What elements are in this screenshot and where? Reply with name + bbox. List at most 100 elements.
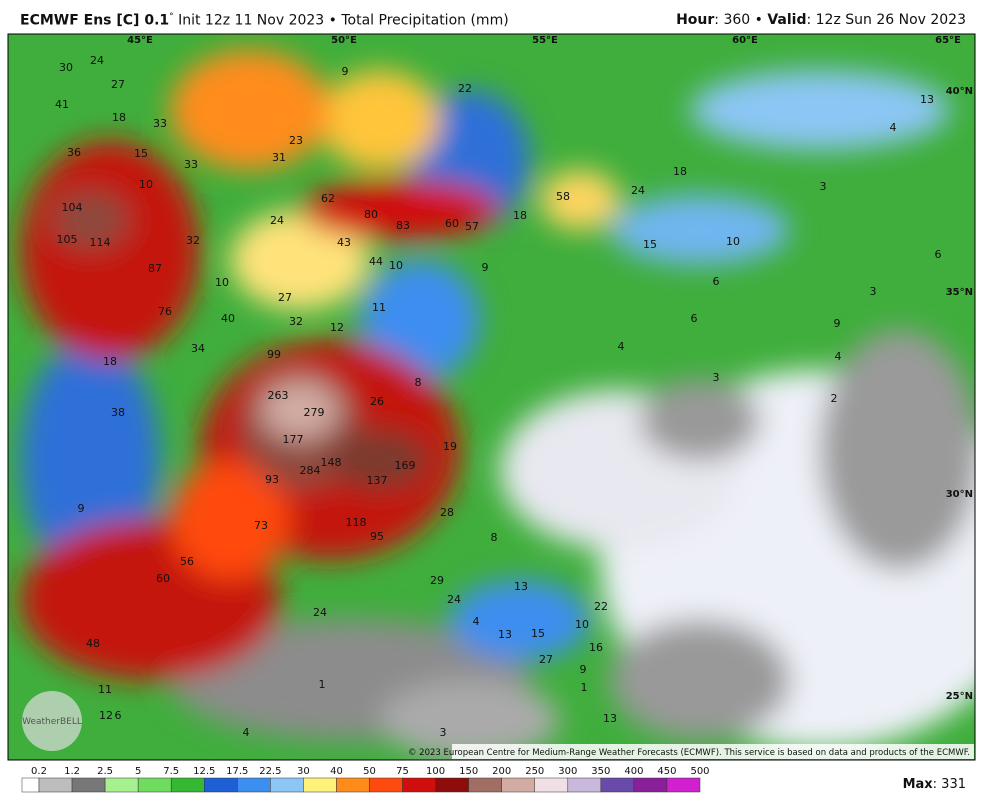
precip-label: 30 xyxy=(59,61,73,74)
precip-label: 62 xyxy=(321,192,335,205)
precip-label: 18 xyxy=(673,165,687,178)
precip-label: 13 xyxy=(920,93,934,106)
longitude-label: 60°E xyxy=(732,35,758,46)
precip-label: 99 xyxy=(267,348,281,361)
precip-label: 9 xyxy=(834,317,841,330)
precip-label: 6 xyxy=(691,312,698,325)
colorbar-tick: 250 xyxy=(525,766,544,777)
precip-label: 56 xyxy=(180,555,194,568)
latitude-label: 40°N xyxy=(946,86,973,97)
longitude-label: 65°E xyxy=(935,35,961,46)
precip-label: 284 xyxy=(300,464,321,477)
colorbar-box xyxy=(468,777,502,793)
precip-label: 10 xyxy=(139,178,153,191)
precip-label: 9 xyxy=(580,663,587,676)
max: : 331 xyxy=(933,777,966,792)
precip-label: 83 xyxy=(396,219,410,232)
colorbar-tick: 17.5 xyxy=(226,766,248,777)
colorbar-box xyxy=(402,777,436,793)
colorbar-box xyxy=(600,777,635,793)
precip-label: 87 xyxy=(148,262,162,275)
colorbar-box xyxy=(204,777,238,793)
precip-label: 18 xyxy=(513,209,527,222)
precip-label: 11 xyxy=(98,683,112,696)
valid-time: Hour: 360 • Valid: 12z Sun 26 Nov 2023 xyxy=(676,12,966,28)
watermark-logo xyxy=(22,691,82,751)
precip-label: 6 xyxy=(115,709,122,722)
precip-label: 12 xyxy=(99,709,113,722)
precip-label: 6 xyxy=(935,248,942,261)
precip-label: 73 xyxy=(254,519,268,532)
colorbar-tick: 22.5 xyxy=(259,766,281,777)
longitude-label: 45°E xyxy=(127,35,153,46)
precip-label: 10 xyxy=(215,276,229,289)
precip-label: 263 xyxy=(268,389,289,402)
colorbar-box xyxy=(170,777,205,793)
precip-label: 4 xyxy=(890,121,897,134)
longitude-label: 55°E xyxy=(532,35,558,46)
precip-label: 8 xyxy=(415,376,422,389)
precip-label: 1 xyxy=(581,681,588,694)
precip-label: 148 xyxy=(321,456,342,469)
precip-label: 60 xyxy=(445,217,459,230)
precip-label: 40 xyxy=(221,312,235,325)
colorbar-tick: 1.2 xyxy=(64,766,80,777)
precip-label: 18 xyxy=(103,355,117,368)
precip-label: 80 xyxy=(364,208,378,221)
precip-label: 8 xyxy=(491,531,498,544)
colorbar-box xyxy=(237,777,271,793)
precip-label: 15 xyxy=(134,147,148,160)
precip-label: 24 xyxy=(631,184,645,197)
precip-label: 104 xyxy=(62,201,83,214)
colorbar-box xyxy=(303,777,337,793)
colorbar-tick: 100 xyxy=(426,766,445,777)
precip-label: 177 xyxy=(283,433,304,446)
precip-label: 4 xyxy=(618,340,625,353)
precip-label: 29 xyxy=(430,574,444,587)
precip-label: 24 xyxy=(90,54,104,67)
colorbar-tick: 30 xyxy=(297,766,310,777)
precip-label: 2 xyxy=(831,392,838,405)
precip-field xyxy=(8,34,975,760)
precip-label: 26 xyxy=(370,395,384,408)
precip-label: 28 xyxy=(440,506,454,519)
colorbar-box xyxy=(137,777,172,793)
precip-label: 13 xyxy=(514,580,528,593)
colorbar-box xyxy=(270,777,304,793)
precip-label: 3 xyxy=(820,180,827,193)
precip-label: 137 xyxy=(367,474,388,487)
watermark: WeatherBELL xyxy=(22,717,82,727)
precip-label: 15 xyxy=(531,627,545,640)
precip-label: 6 xyxy=(713,275,720,288)
precip-label: 43 xyxy=(337,236,351,249)
precip-label: 41 xyxy=(55,98,69,111)
colorbar-box xyxy=(21,777,40,793)
precip-label: 27 xyxy=(278,291,292,304)
precip-label: 10 xyxy=(726,235,740,248)
max-label: Max xyxy=(903,777,934,792)
precip-label: 27 xyxy=(111,78,125,91)
precip-label: 27 xyxy=(539,653,553,666)
precip-label: 13 xyxy=(498,628,512,641)
precip-label: 48 xyxy=(86,637,100,650)
colorbar-box xyxy=(633,777,668,793)
precip-label: 16 xyxy=(589,641,603,654)
model: ECMWF Ens [C] 0.1 xyxy=(20,12,170,29)
precip-label: 23 xyxy=(289,134,303,147)
precip-label: 10 xyxy=(389,259,403,272)
precip-label: 105 xyxy=(57,233,78,246)
colorbar-tick: 7.5 xyxy=(163,766,179,777)
precip-label: 31 xyxy=(272,151,286,164)
precip-label: 15 xyxy=(643,238,657,251)
colorbar-box xyxy=(104,777,139,793)
colorbar-tick: 450 xyxy=(657,766,676,777)
precip-label: 9 xyxy=(78,502,85,515)
precip-label: 12 xyxy=(330,321,344,334)
colorbar-tick: 150 xyxy=(459,766,478,777)
colorbar-box xyxy=(435,777,469,793)
precip-label: 4 xyxy=(473,615,480,628)
precip-label: 4 xyxy=(243,726,250,739)
precip-label: 4 xyxy=(835,350,842,363)
